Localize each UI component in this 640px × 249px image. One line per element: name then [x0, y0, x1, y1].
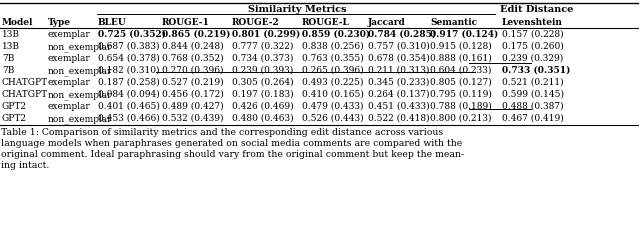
Text: 0.265 (0.396): 0.265 (0.396)	[302, 66, 364, 75]
Text: Edit Distance: Edit Distance	[500, 5, 573, 14]
Text: 13B: 13B	[2, 30, 20, 39]
Text: non_exemplar: non_exemplar	[48, 90, 113, 100]
Text: 0.522 (0.418): 0.522 (0.418)	[368, 114, 429, 123]
Text: exemplar: exemplar	[48, 78, 91, 87]
Text: original comment. Ideal paraphrasing should vary from the original comment but k: original comment. Ideal paraphrasing sho…	[1, 150, 464, 159]
Text: 0.800 (0.213): 0.800 (0.213)	[430, 114, 492, 123]
Text: 0.467 (0.419): 0.467 (0.419)	[502, 114, 564, 123]
Text: BLEU: BLEU	[98, 18, 127, 27]
Text: non_exemplar: non_exemplar	[48, 42, 113, 52]
Text: 0.757 (0.310): 0.757 (0.310)	[368, 42, 429, 51]
Text: 0.888 (0.161): 0.888 (0.161)	[430, 54, 492, 63]
Text: 0.917 (0.124): 0.917 (0.124)	[430, 30, 499, 39]
Text: 0.305 (0.264): 0.305 (0.264)	[232, 78, 294, 87]
Text: 0.197 (0.183): 0.197 (0.183)	[232, 90, 294, 99]
Text: 0.239 (0.329): 0.239 (0.329)	[502, 54, 563, 63]
Text: 0.182 (0.310): 0.182 (0.310)	[98, 66, 159, 75]
Text: ROUGE-1: ROUGE-1	[162, 18, 210, 27]
Text: CHATGPT: CHATGPT	[2, 78, 48, 87]
Text: 0.084 (0.094): 0.084 (0.094)	[98, 90, 160, 99]
Text: 0.527 (0.219): 0.527 (0.219)	[162, 78, 223, 87]
Text: 0.488 (0.387): 0.488 (0.387)	[502, 102, 564, 111]
Text: 0.426 (0.469): 0.426 (0.469)	[232, 102, 294, 111]
Text: Type: Type	[48, 18, 71, 27]
Text: 0.784 (0.285): 0.784 (0.285)	[368, 30, 436, 39]
Text: ROUGE-2: ROUGE-2	[232, 18, 280, 27]
Text: 0.599 (0.145): 0.599 (0.145)	[502, 90, 564, 99]
Text: 0.838 (0.256): 0.838 (0.256)	[302, 42, 364, 51]
Text: 0.777 (0.322): 0.777 (0.322)	[232, 42, 293, 51]
Text: 0.687 (0.383): 0.687 (0.383)	[98, 42, 159, 51]
Text: 0.410 (0.165): 0.410 (0.165)	[302, 90, 364, 99]
Text: exemplar: exemplar	[48, 54, 91, 63]
Text: 0.865 (0.219): 0.865 (0.219)	[162, 30, 230, 39]
Text: Similarity Metrics: Similarity Metrics	[248, 5, 347, 14]
Text: 0.157 (0.228): 0.157 (0.228)	[502, 30, 564, 39]
Text: Model: Model	[2, 18, 33, 27]
Text: 0.521 (0.211): 0.521 (0.211)	[502, 78, 564, 87]
Text: exemplar: exemplar	[48, 102, 91, 111]
Text: 0.801 (0.299): 0.801 (0.299)	[232, 30, 300, 39]
Text: exemplar: exemplar	[48, 30, 91, 39]
Text: GPT2: GPT2	[2, 114, 27, 123]
Text: 0.763 (0.355): 0.763 (0.355)	[302, 54, 364, 63]
Text: 0.795 (0.119): 0.795 (0.119)	[430, 90, 492, 99]
Text: 0.270 (0.396): 0.270 (0.396)	[162, 66, 223, 75]
Text: 0.915 (0.128): 0.915 (0.128)	[430, 42, 492, 51]
Text: 0.479 (0.433): 0.479 (0.433)	[302, 102, 364, 111]
Text: 0.493 (0.225): 0.493 (0.225)	[302, 78, 364, 87]
Text: 0.239 (0.393): 0.239 (0.393)	[232, 66, 293, 75]
Text: 0.211 (0.313): 0.211 (0.313)	[368, 66, 429, 75]
Text: 0.844 (0.248): 0.844 (0.248)	[162, 42, 223, 51]
Text: 0.859 (0.230): 0.859 (0.230)	[302, 30, 370, 39]
Text: 0.526 (0.443): 0.526 (0.443)	[302, 114, 364, 123]
Text: 0.532 (0.439): 0.532 (0.439)	[162, 114, 223, 123]
Text: 0.175 (0.260): 0.175 (0.260)	[502, 42, 564, 51]
Text: non_exemplar: non_exemplar	[48, 114, 113, 124]
Text: 0.480 (0.463): 0.480 (0.463)	[232, 114, 294, 123]
Text: GPT2: GPT2	[2, 102, 27, 111]
Text: 0.733 (0.351): 0.733 (0.351)	[502, 66, 570, 75]
Text: ing intact.: ing intact.	[1, 161, 49, 170]
Text: non_exemplar: non_exemplar	[48, 66, 113, 76]
Text: 0.451 (0.433): 0.451 (0.433)	[368, 102, 429, 111]
Text: 0.489 (0.427): 0.489 (0.427)	[162, 102, 223, 111]
Text: ROUGE-L: ROUGE-L	[302, 18, 350, 27]
Text: 0.401 (0.465): 0.401 (0.465)	[98, 102, 160, 111]
Text: 0.725 (0.352): 0.725 (0.352)	[98, 30, 166, 39]
Text: Semantic: Semantic	[430, 18, 477, 27]
Text: Table 1: Comparison of similarity metrics and the corresponding edit distance ac: Table 1: Comparison of similarity metric…	[1, 128, 443, 137]
Text: 0.678 (0.354): 0.678 (0.354)	[368, 54, 429, 63]
Text: language models when paraphrases generated on social media comments are compared: language models when paraphrases generat…	[1, 139, 462, 148]
Text: 0.805 (0.127): 0.805 (0.127)	[430, 78, 492, 87]
Text: 0.345 (0.233): 0.345 (0.233)	[368, 78, 429, 87]
Text: 0.734 (0.373): 0.734 (0.373)	[232, 54, 293, 63]
Text: 0.654 (0.378): 0.654 (0.378)	[98, 54, 160, 63]
Text: 13B: 13B	[2, 42, 20, 51]
Text: Levenshtein: Levenshtein	[502, 18, 563, 27]
Text: 0.768 (0.352): 0.768 (0.352)	[162, 54, 223, 63]
Text: 0.604 (0.233): 0.604 (0.233)	[430, 66, 492, 75]
Text: 0.456 (0.172): 0.456 (0.172)	[162, 90, 224, 99]
Text: Jaccard: Jaccard	[368, 18, 406, 27]
Text: CHATGPT: CHATGPT	[2, 90, 48, 99]
Text: 0.187 (0.258): 0.187 (0.258)	[98, 78, 160, 87]
Text: 0.788 (0.189): 0.788 (0.189)	[430, 102, 492, 111]
Text: 7B: 7B	[2, 54, 14, 63]
Text: 0.453 (0.466): 0.453 (0.466)	[98, 114, 160, 123]
Text: 0.264 (0.137): 0.264 (0.137)	[368, 90, 429, 99]
Text: 7B: 7B	[2, 66, 14, 75]
